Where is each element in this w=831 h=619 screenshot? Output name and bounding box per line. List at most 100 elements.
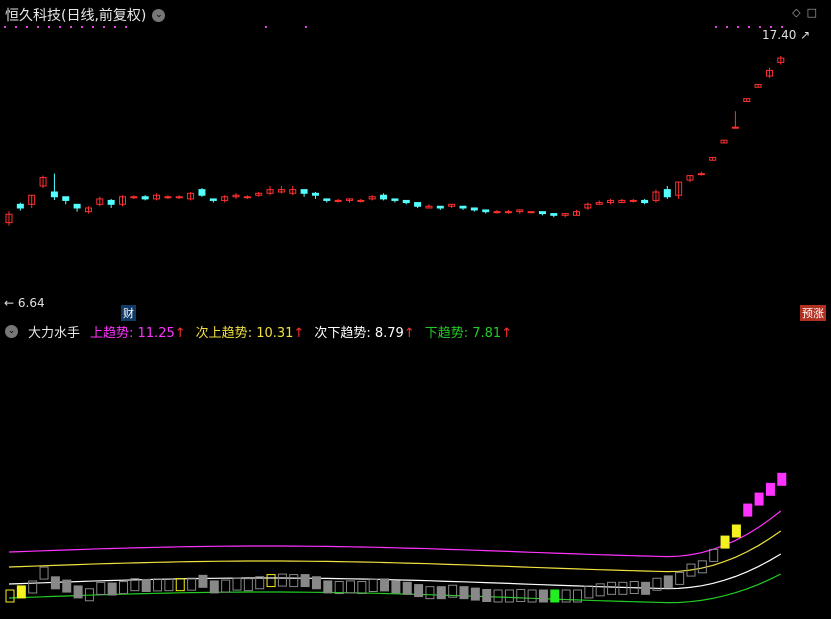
candle [448, 203, 456, 207]
candle [62, 196, 70, 201]
candle [277, 189, 285, 193]
candle [731, 126, 739, 129]
indicator-box [584, 585, 594, 599]
top-dot [59, 26, 61, 28]
indicator-box [538, 589, 548, 603]
candle [357, 199, 365, 202]
candle [709, 156, 717, 161]
top-dot [81, 26, 83, 28]
chart-title: 恒久科技(日线,前复权) [5, 8, 147, 24]
candle [255, 192, 263, 196]
top-dot [715, 26, 717, 28]
diamond-icon[interactable]: ◇ [792, 6, 807, 19]
indicator-box [39, 566, 49, 580]
top-dot [748, 26, 750, 28]
candle [368, 196, 376, 200]
top-dot [770, 26, 772, 28]
indicator-item-sub-lower: 次下趋势: 8.79↑ [314, 326, 415, 341]
indicator-box [153, 578, 163, 592]
candle [641, 199, 649, 204]
chevron-down-icon[interactable]: ⌄ [5, 325, 18, 338]
candle [164, 196, 172, 199]
indicator-box [119, 581, 128, 595]
candle [720, 139, 728, 144]
indicator-box [323, 580, 333, 594]
indicator-box [300, 574, 310, 588]
candle [414, 202, 422, 207]
candle [39, 177, 47, 187]
indicator-box [482, 589, 492, 602]
indicator-box [368, 579, 378, 592]
candle [561, 213, 569, 216]
indicator-box [209, 580, 219, 594]
top-dot [114, 26, 116, 28]
candle [209, 198, 217, 201]
indicator-box [402, 581, 412, 595]
indicator-box [107, 582, 117, 596]
trend-line [8, 553, 782, 590]
indicator-box [765, 482, 775, 496]
indicator-box [777, 472, 787, 486]
candle [289, 189, 297, 194]
candle [629, 199, 637, 202]
top-dot [4, 26, 6, 28]
indicator-box [641, 581, 651, 595]
candle [153, 194, 161, 200]
indicator-box [391, 580, 401, 594]
indicator-box [5, 589, 15, 603]
indicator-box [516, 589, 526, 602]
candle [765, 69, 773, 77]
candle [516, 209, 524, 213]
indicator-box [96, 581, 106, 595]
indicator-box [607, 581, 617, 595]
square-icon[interactable]: □ [806, 6, 823, 19]
chevron-down-icon[interactable]: ⌄ [152, 8, 166, 22]
indicator-name: 大力水手 [28, 326, 81, 341]
indicator-box [550, 589, 560, 603]
chart-header: 恒久科技(日线,前复权) ⌄ [5, 5, 166, 25]
indicator-box [334, 581, 344, 594]
indicator-box [357, 581, 367, 594]
finance-tag[interactable]: 财 [121, 305, 136, 321]
indicator-box [62, 579, 72, 593]
top-dot [70, 26, 72, 28]
candle [96, 198, 104, 205]
candle [221, 196, 229, 201]
candle [550, 213, 558, 216]
indicator-box [198, 574, 208, 588]
candle [323, 198, 331, 201]
candle [141, 196, 149, 200]
top-dot [15, 26, 17, 28]
indicator-box [561, 589, 571, 603]
indicator-box [28, 580, 38, 594]
indicator-box [675, 571, 685, 585]
indicator-box [504, 589, 514, 603]
candle [16, 203, 24, 209]
candle [573, 211, 580, 216]
indicator-box [629, 581, 639, 594]
indicator-box [187, 577, 197, 591]
indicator-box [50, 576, 60, 590]
indicator-header: ⌄ 大力水手 上趋势: 11.25↑ 次上趋势: 10.31↑ 次下趋势: 8.… [5, 322, 512, 341]
top-dot [48, 26, 50, 28]
indicator-box [595, 583, 605, 597]
candle [50, 191, 58, 198]
candle [470, 207, 478, 211]
indicator-box [232, 577, 242, 591]
indicator-box [141, 579, 151, 592]
top-dot [92, 26, 94, 28]
top-dot [37, 26, 39, 28]
indicator-box [175, 578, 185, 592]
candle [334, 199, 342, 202]
candle [380, 194, 388, 200]
forecast-tag[interactable]: 预涨 [800, 305, 826, 321]
top-dot [305, 26, 307, 28]
top-dot [103, 26, 105, 28]
candle [527, 211, 535, 214]
candle [618, 199, 626, 204]
candle [663, 189, 671, 198]
indicator-box [618, 581, 628, 595]
candle [198, 189, 206, 196]
